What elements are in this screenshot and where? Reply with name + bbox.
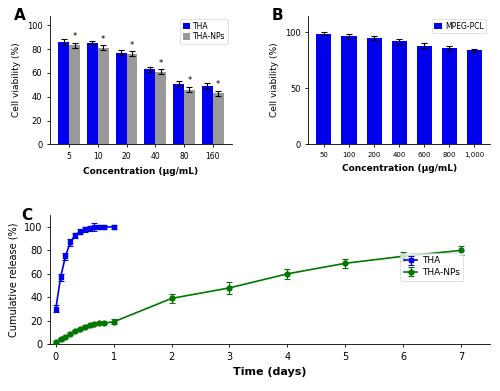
Bar [144, 69, 156, 144]
Legend: THA, THA-NPs: THA, THA-NPs [180, 20, 228, 43]
Text: B: B [272, 8, 283, 23]
Text: *: * [158, 59, 163, 68]
Bar [156, 72, 166, 144]
Bar [98, 48, 109, 144]
Bar [184, 90, 195, 144]
Y-axis label: Cumulative release (%): Cumulative release (%) [8, 222, 18, 337]
Bar [69, 45, 80, 144]
Bar [173, 84, 184, 144]
Bar [466, 50, 481, 144]
Y-axis label: Cell viability (%): Cell viability (%) [12, 43, 21, 117]
X-axis label: Concentration (μg/mL): Concentration (μg/mL) [84, 167, 198, 176]
Y-axis label: Cell viability (%): Cell viability (%) [270, 43, 279, 117]
Bar [442, 48, 456, 144]
Bar [416, 46, 432, 144]
Bar [58, 42, 69, 144]
Bar [202, 86, 212, 144]
Bar [316, 34, 332, 144]
Bar [116, 53, 126, 144]
Legend: THA, THA-NPs: THA, THA-NPs [400, 253, 464, 281]
Legend: MPEG-PCL: MPEG-PCL [432, 20, 486, 33]
Text: A: A [14, 8, 26, 23]
Text: *: * [130, 41, 134, 50]
X-axis label: Concentration (μg/mL): Concentration (μg/mL) [342, 164, 456, 173]
Text: *: * [101, 35, 105, 44]
Text: C: C [22, 208, 32, 222]
Text: *: * [72, 32, 76, 41]
Bar [126, 54, 138, 144]
Bar [366, 38, 382, 144]
X-axis label: Time (days): Time (days) [233, 367, 307, 377]
Text: *: * [188, 76, 192, 85]
Bar [212, 93, 224, 144]
Text: *: * [216, 80, 220, 89]
Bar [392, 41, 406, 144]
Bar [342, 36, 356, 144]
Bar [87, 43, 98, 144]
